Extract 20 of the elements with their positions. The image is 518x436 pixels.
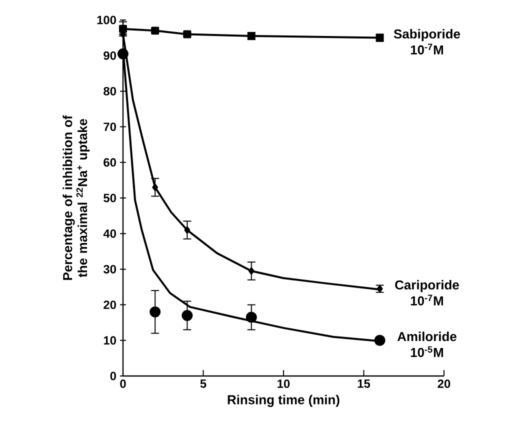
y-tick-label: 20 xyxy=(104,300,116,310)
x-axis-title: Rinsing time (min) xyxy=(228,394,340,407)
y-tick-label: 60 xyxy=(104,158,116,167)
y-tick-label: 0 xyxy=(110,372,116,380)
x-tick-label: 0 xyxy=(120,380,126,388)
y-tick-label: 100 xyxy=(97,16,116,24)
y-tick-label: 40 xyxy=(103,229,116,238)
series-label: Sabiporide 10$^{-7}$M xyxy=(394,29,460,54)
x-tick-label: 15 xyxy=(358,380,370,388)
y-tick-label: 50 xyxy=(104,194,116,202)
y-tick-label: 90 xyxy=(104,51,116,60)
y-tick-label: 80 xyxy=(104,86,116,96)
series-label: Amiloride 10$^{-5}$M xyxy=(397,332,456,358)
x-tick-label: 5 xyxy=(200,380,206,388)
y-tick-label: 30 xyxy=(103,264,116,274)
y-tick-label: 10 xyxy=(104,336,116,345)
y-tick-label: 70 xyxy=(104,122,116,132)
x-tick-label: 20 xyxy=(438,380,450,388)
series-label: Cariporide 10$^{-7}$M xyxy=(395,280,459,306)
x-tick-label: 10 xyxy=(278,380,290,388)
